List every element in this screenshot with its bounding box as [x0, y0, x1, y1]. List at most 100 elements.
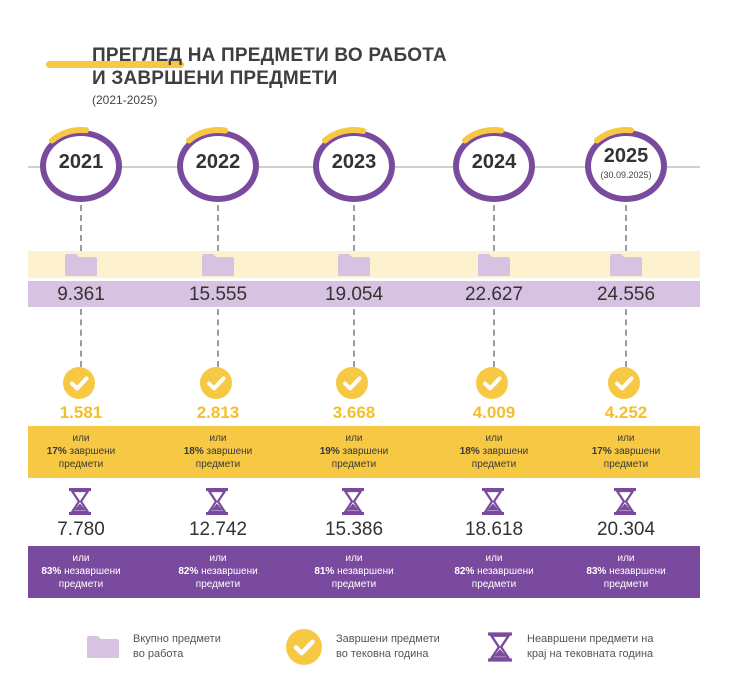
completed-band — [28, 426, 700, 478]
hourglass-icon — [614, 488, 636, 515]
total-cases: 15.555 — [188, 284, 248, 305]
year-progress-arc — [49, 127, 90, 144]
legend-check-text: Завршени предмети во тековна година — [336, 632, 440, 662]
open-or: или — [345, 553, 363, 564]
completed-arc — [594, 127, 635, 144]
checkmark-icon — [200, 367, 232, 399]
open-percent-text: или 82% незавршени предмети — [436, 552, 552, 591]
completed-arc — [322, 127, 367, 144]
page-subtitle: (2021-2025) — [92, 93, 158, 107]
completed-label2: предмети — [471, 459, 517, 470]
year-column-2022: 2022 15.555 2.813 или 18% завршени предм… — [160, 0, 276, 640]
hourglass-icon — [69, 488, 91, 515]
completed-label2: предмети — [195, 459, 241, 470]
year-label: 2022 — [195, 151, 241, 173]
completed-percent-text: или 18% завршени предмети — [160, 432, 276, 471]
completed-label2: предмети — [603, 459, 649, 470]
year-column-2025: 2025 (30.09.2025) 24.556 4.252 или 17% з… — [568, 0, 684, 640]
year-label: 2025 — [603, 145, 649, 167]
folder-icon — [202, 254, 234, 276]
completed-cases: 1.581 — [59, 403, 103, 422]
connector-dash — [80, 205, 82, 251]
checkmark-icon — [63, 367, 95, 399]
open-label2: предмети — [58, 579, 104, 590]
year-progress-arc — [322, 127, 367, 144]
completed-or: или — [209, 433, 227, 444]
checkmark-icon — [608, 367, 640, 399]
completed-cases: 4.252 — [604, 403, 648, 422]
title-accent-bar — [46, 61, 184, 68]
completed-cases: 2.813 — [196, 403, 240, 422]
completed-percent-text: или 17% завршени предмети — [23, 432, 139, 471]
completed-percent: 17% — [591, 446, 612, 457]
open-cases: 18.618 — [464, 519, 524, 540]
folder-icon — [610, 254, 642, 276]
completed-percent: 18% — [459, 446, 480, 457]
completed-percent: 17% — [46, 446, 67, 457]
open-percent-text: или 83% незавршени предмети — [568, 552, 684, 591]
completed-percent: 18% — [183, 446, 204, 457]
completed-label2: предмети — [58, 459, 104, 470]
open-cases: 7.780 — [57, 519, 105, 540]
year-ring — [40, 130, 122, 202]
completed-label: завршени — [614, 446, 661, 457]
open-label: незавршени — [64, 566, 121, 577]
open-or: или — [617, 553, 635, 564]
year-column-2021: 2021 9.361 1.581 или 17% завршени предме… — [23, 0, 139, 640]
open-label2: предмети — [331, 579, 377, 590]
completed-label: завршени — [482, 446, 529, 457]
legend-folder-line2: во работа — [133, 648, 184, 660]
legend-folder-icon — [87, 636, 119, 658]
legend-checkmark-icon — [286, 629, 322, 665]
legend-hourglass-line2: крај на тековната година — [527, 648, 654, 660]
open-or: или — [72, 553, 90, 564]
completed-or: или — [345, 433, 363, 444]
open-band — [28, 546, 700, 598]
totals-band — [28, 281, 700, 307]
year-label: 2023 — [331, 151, 377, 173]
connector-dash — [493, 309, 495, 367]
open-label2: предмети — [603, 579, 649, 590]
completed-label: завршени — [69, 446, 116, 457]
open-percent: 83% — [586, 566, 607, 577]
open-cases: 12.742 — [188, 519, 248, 540]
title-line-2: И ЗАВРШЕНИ ПРЕДМЕТИ — [92, 68, 338, 89]
checkmark-icon — [476, 367, 508, 399]
year-ring — [313, 130, 395, 202]
open-label2: предмети — [471, 579, 517, 590]
total-cases: 22.627 — [464, 284, 524, 305]
year-note: (30.09.2025) — [600, 170, 652, 180]
completed-percent-text: или 19% завршени предмети — [296, 432, 412, 471]
open-label2: предмети — [195, 579, 241, 590]
completed-arc — [49, 127, 90, 144]
completed-or: или — [485, 433, 503, 444]
year-label: 2024 — [471, 151, 517, 173]
year-label: 2021 — [58, 151, 104, 173]
connector-dash — [217, 205, 219, 251]
legend-check-line2: во тековна година — [336, 648, 429, 660]
year-ring — [453, 130, 535, 202]
folder-icon — [65, 254, 97, 276]
legend-folder-text: Вкупно предмети во работа — [133, 632, 221, 662]
legend-hourglass-text: Неавршени предмети на крај на тековната … — [527, 632, 653, 662]
page-title: ПРЕГЛЕД НА ПРЕДМЕТИ ВО РАБОТА И ЗАВРШЕНИ… — [92, 44, 447, 90]
connector-dash — [80, 309, 82, 367]
open-percent-text: или 83% незавршени предмети — [23, 552, 139, 591]
folder-icon — [478, 254, 510, 276]
legend-hourglass-line1: Неавршени предмети на — [527, 633, 654, 645]
title-line-1: ПРЕГЛЕД НА ПРЕДМЕТИ ВО РАБОТА — [92, 45, 447, 66]
year-column-2024: 2024 22.627 4.009 или 18% завршени предм… — [436, 0, 552, 640]
year-progress-arc — [594, 127, 635, 144]
connector-dash — [217, 309, 219, 367]
open-label: незавршени — [337, 566, 394, 577]
open-cases: 15.386 — [324, 519, 384, 540]
completed-or: или — [72, 433, 90, 444]
connector-dash — [353, 309, 355, 367]
open-or: или — [485, 553, 503, 564]
legend-check-line1: Завршени предмети — [336, 633, 440, 645]
completed-label: завршени — [342, 446, 389, 457]
open-or: или — [209, 553, 227, 564]
open-percent: 81% — [314, 566, 335, 577]
open-percent: 82% — [178, 566, 199, 577]
checkmark-icon — [336, 367, 368, 399]
